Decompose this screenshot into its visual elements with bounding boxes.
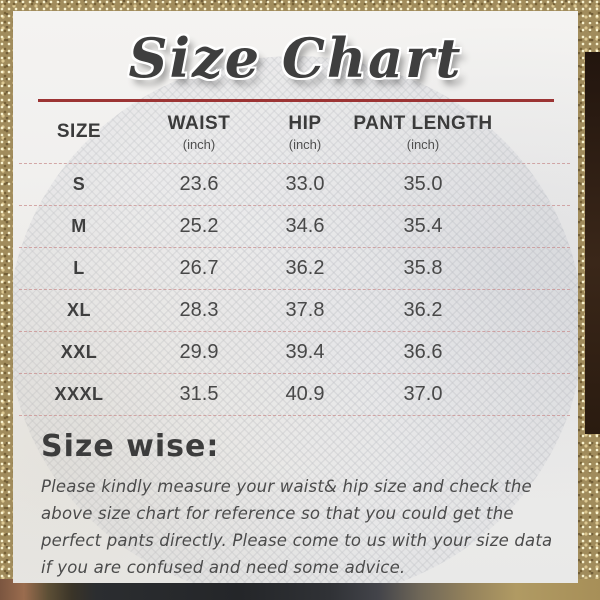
header-separator — [19, 163, 570, 164]
value-cell: 40.9 — [285, 383, 325, 405]
panel-sheen-overlay — [13, 11, 578, 583]
value-cell: 36.2 — [403, 299, 443, 321]
column-header: HIP (inch) — [288, 113, 322, 152]
table-row: XL 28.3 37.8 36.2 — [19, 290, 570, 332]
background-photo-right-fabric — [585, 52, 600, 434]
value-cell: 36.2 — [285, 257, 325, 279]
table-row: M 25.2 34.6 35.4 — [19, 206, 570, 248]
value-cell: 35.8 — [403, 257, 443, 279]
value-cell: 37.0 — [403, 383, 443, 405]
table-row: S 23.6 33.0 35.0 — [19, 164, 570, 206]
value-cell: 23.6 — [179, 173, 219, 195]
page-title: Size Chart — [128, 26, 463, 90]
value-cell: 36.6 — [403, 341, 443, 363]
title-row: Size Chart — [13, 11, 578, 99]
size-table-header: SIZE WAIST (inch) HIP (inch) PANT LENGTH (inch… — [13, 102, 578, 163]
value-cell: 39.4 — [285, 341, 325, 363]
value-cell: 35.0 — [403, 173, 443, 195]
size-cell: M — [71, 216, 87, 236]
size-cell: XL — [66, 300, 91, 320]
background-photo-bottom-fabric — [0, 579, 600, 600]
mesh-fabric-texture — [13, 56, 578, 583]
value-cell: 37.8 — [285, 299, 325, 321]
size-table-body: S 23.6 33.0 35.0 M 25.2 34.6 35.4 L 26.7 36.2 35.8 X… — [13, 164, 578, 416]
table-row: XXXL 31.5 40.9 37.0 — [19, 374, 570, 416]
value-cell: 35.4 — [403, 215, 443, 237]
title-divider-line — [37, 99, 554, 102]
table-row: XXL 29.9 39.4 36.6 — [19, 332, 570, 374]
size-cell: XXL — [60, 342, 98, 362]
value-cell: 33.0 — [285, 173, 325, 195]
size-cell: S — [72, 174, 86, 194]
table-row: L 26.7 36.2 35.8 — [19, 248, 570, 290]
column-header: PANT LENGTH (inch) — [353, 113, 493, 152]
chart-panel: Size Chart SIZE WAIST (inch) HIP (inch) PANT … — [13, 11, 578, 583]
size-cell: XXXL — [54, 384, 104, 404]
value-cell: 29.9 — [179, 341, 219, 363]
value-cell: 34.6 — [285, 215, 325, 237]
column-header: SIZE — [56, 120, 102, 142]
note-section: Size wise: Please kindly measure your wa… — [13, 416, 578, 581]
value-cell: 31.5 — [179, 383, 219, 405]
value-cell: 28.3 — [179, 299, 219, 321]
value-cell: 26.7 — [179, 257, 219, 279]
size-cell: L — [73, 258, 85, 278]
column-header: WAIST (inch) — [167, 113, 231, 152]
note-heading: Size wise: — [41, 429, 220, 464]
note-paragraph: Please kindly measure your waist& hip si… — [41, 477, 553, 577]
value-cell: 25.2 — [179, 215, 219, 237]
